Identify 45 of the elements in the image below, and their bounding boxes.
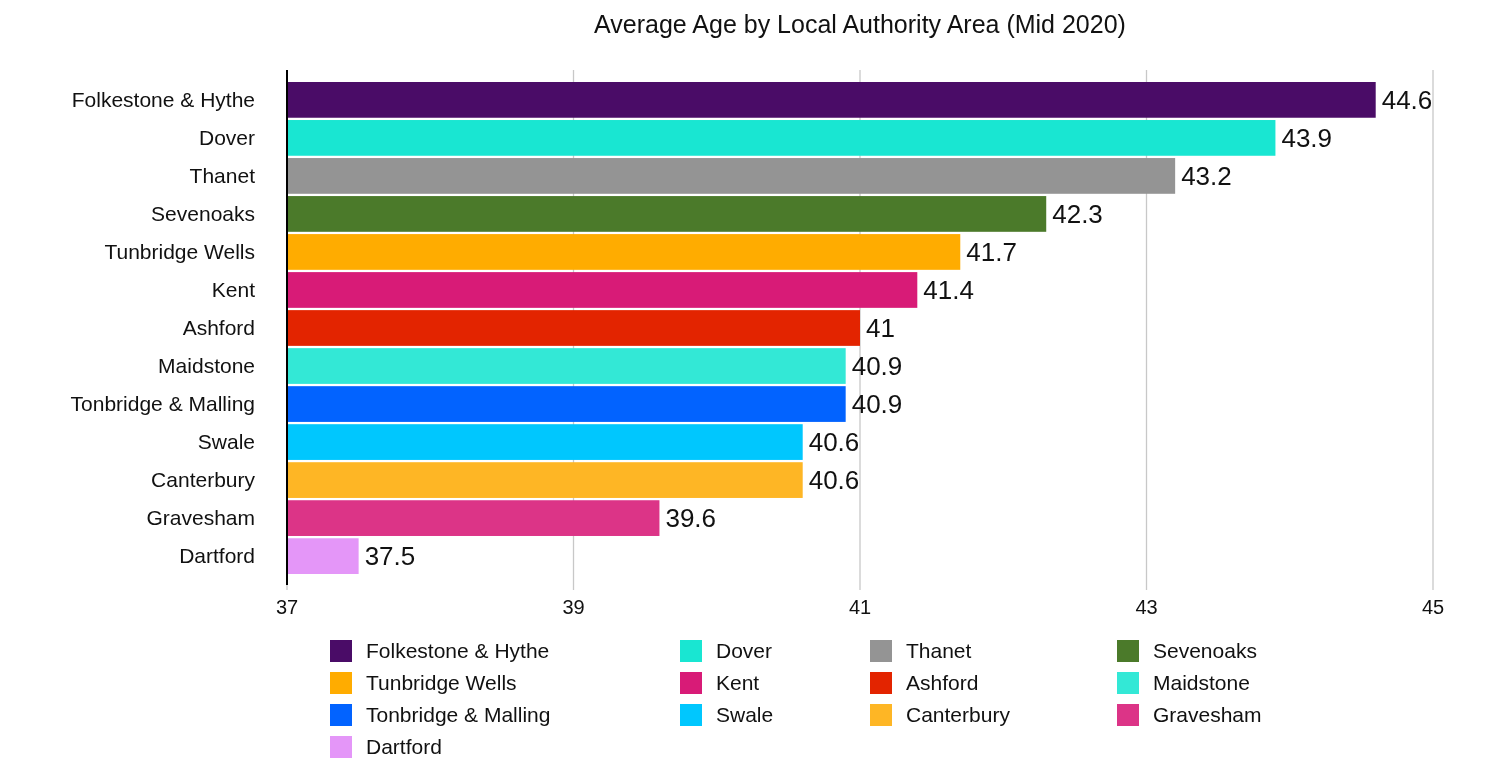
- x-tick-label: 39: [562, 596, 585, 618]
- y-tick-label: Dover: [198, 126, 255, 150]
- x-tick-label: 41: [848, 596, 872, 618]
- data-label: 41.7: [966, 237, 1017, 268]
- legend-label: Thanet: [906, 639, 972, 663]
- y-tick-label: Gravesham: [146, 506, 255, 530]
- legend-label: Dover: [716, 639, 773, 663]
- legend-label: Gravesham: [1153, 703, 1262, 727]
- legend-label: Tunbridge Wells: [366, 671, 517, 695]
- legend-label: Folkestone & Hythe: [366, 639, 550, 663]
- data-label: 40.6: [808, 465, 860, 496]
- legend-label: Canterbury: [906, 703, 1011, 727]
- data-label: 41.4: [923, 275, 974, 306]
- x-tick-label: 43: [1135, 596, 1158, 618]
- y-tick-label: Maidstone: [158, 354, 255, 378]
- y-tick-label: Kent: [211, 278, 256, 302]
- data-label: 43.9: [1281, 122, 1333, 153]
- legend-label: Sevenoaks: [1153, 639, 1257, 663]
- data-label: 40.9: [851, 389, 903, 420]
- y-tick-label: Dartford: [179, 544, 255, 568]
- data-label: 39.6: [665, 503, 717, 534]
- x-tick-label: 37: [275, 596, 299, 618]
- legend-label: Ashford: [906, 671, 979, 695]
- legend-label: Tonbridge & Malling: [366, 703, 551, 727]
- data-label: 40.6: [808, 427, 860, 458]
- y-tick-label: Tunbridge Wells: [104, 240, 255, 264]
- legend-label: Dartford: [366, 735, 442, 759]
- data-label: 41: [866, 313, 895, 344]
- legend-label: Kent: [716, 671, 760, 695]
- y-tick-label: Canterbury: [151, 468, 256, 492]
- data-label: 42.3: [1052, 199, 1103, 230]
- y-tick-label: Folkestone & Hythe: [71, 88, 255, 112]
- y-tick-label: Swale: [197, 430, 255, 454]
- y-tick-label: Thanet: [189, 164, 256, 188]
- legend-label: Maidstone: [1153, 671, 1250, 695]
- y-tick-label: Sevenoaks: [151, 202, 255, 226]
- chart-title: Average Age by Local Authority Area (Mid 2020): [594, 10, 1126, 38]
- y-tick-label: Tonbridge & Malling: [70, 392, 255, 416]
- data-label: 44.6: [1381, 84, 1433, 115]
- legend-label: Swale: [716, 703, 774, 727]
- data-label: 43.2: [1181, 161, 1232, 192]
- x-tick-label: 45: [1421, 596, 1445, 618]
- data-label: 37.5: [364, 541, 416, 572]
- data-label: 40.9: [851, 351, 903, 382]
- y-tick-label: Ashford: [182, 316, 255, 340]
